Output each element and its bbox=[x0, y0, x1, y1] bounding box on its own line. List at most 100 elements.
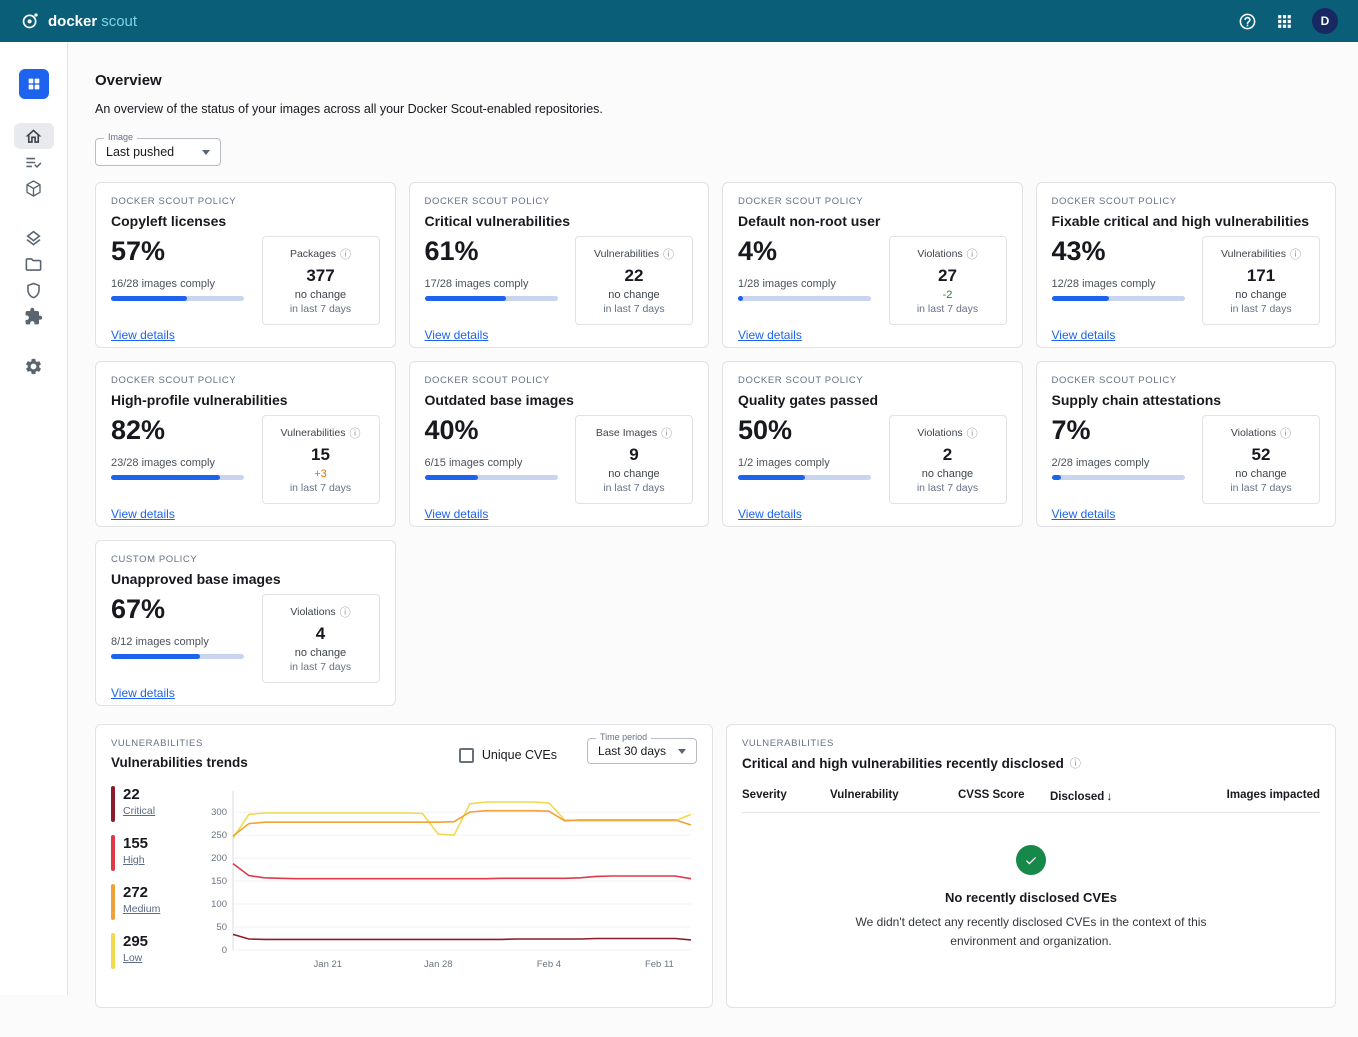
sidebar-item-layers[interactable] bbox=[14, 225, 54, 251]
sidebar-item-folder[interactable] bbox=[14, 251, 54, 277]
comply-text: 6/15 images comply bbox=[425, 457, 558, 469]
legend-item-low: 295 Low bbox=[111, 933, 187, 969]
time-period-select[interactable]: Time period Last 30 days bbox=[587, 738, 697, 764]
apps-grid-button[interactable] bbox=[1275, 12, 1294, 31]
bottom-panels: VULNERABILITIES Vulnerabilities trends U… bbox=[95, 724, 1336, 1008]
compliance-percent: 57% bbox=[111, 236, 244, 267]
stat-label: Vulnerabilities bbox=[1221, 248, 1286, 260]
info-icon[interactable]: ⓘ bbox=[663, 246, 674, 262]
col-images-impacted: Images impacted bbox=[1190, 789, 1320, 803]
stat-change: no change bbox=[269, 289, 373, 301]
col-disclosed[interactable]: Disclosed↓ bbox=[1050, 789, 1190, 803]
empty-state: No recently disclosed CVEs We didn't det… bbox=[742, 845, 1320, 950]
view-details-link[interactable]: View details bbox=[111, 507, 244, 521]
stat-value: 377 bbox=[269, 266, 373, 286]
stat-period: in last 7 days bbox=[896, 482, 1000, 494]
view-details-link[interactable]: View details bbox=[1052, 507, 1185, 521]
vulnerabilities-trends-panel: VULNERABILITIES Vulnerabilities trends U… bbox=[95, 724, 713, 1008]
info-icon[interactable]: ⓘ bbox=[349, 425, 360, 441]
sidebar-item-shield[interactable] bbox=[14, 277, 54, 303]
view-details-link[interactable]: View details bbox=[1052, 328, 1185, 342]
sidebar-item-puzzle[interactable] bbox=[14, 303, 54, 329]
stat-period: in last 7 days bbox=[269, 661, 373, 673]
scout-product-tile[interactable] bbox=[19, 69, 49, 99]
view-details-link[interactable]: View details bbox=[111, 686, 244, 700]
low-count: 295 bbox=[123, 933, 148, 950]
policy-cards-grid: DOCKER SCOUT POLICY Copyleft licenses 57… bbox=[95, 182, 1336, 706]
view-details-link[interactable]: View details bbox=[111, 328, 244, 342]
critical-link[interactable]: Critical bbox=[123, 805, 155, 817]
stat-change: no change bbox=[582, 289, 686, 301]
sidebar-item-gear[interactable] bbox=[14, 353, 54, 379]
stat-change: +3 bbox=[269, 468, 373, 480]
svg-text:300: 300 bbox=[211, 807, 227, 818]
view-details-link[interactable]: View details bbox=[425, 507, 558, 521]
disclosed-eyebrow: VULNERABILITIES bbox=[742, 738, 1320, 749]
info-icon[interactable]: ⓘ bbox=[1290, 246, 1301, 262]
time-period-label: Time period bbox=[596, 732, 651, 742]
help-button[interactable] bbox=[1238, 12, 1257, 31]
stat-box: Violations ⓘ 52 no change in last 7 days bbox=[1202, 415, 1320, 504]
high-count: 155 bbox=[123, 835, 148, 852]
policy-eyebrow: DOCKER SCOUT POLICY bbox=[1052, 196, 1321, 207]
recently-disclosed-panel: VULNERABILITIES Critical and high vulner… bbox=[726, 724, 1336, 1008]
progress-bar bbox=[111, 475, 244, 480]
svg-text:Jan 28: Jan 28 bbox=[424, 959, 453, 970]
main-content: Overview An overview of the status of yo… bbox=[68, 42, 1358, 1008]
policy-title: Unapproved base images bbox=[111, 571, 380, 587]
compliance-percent: 4% bbox=[738, 236, 871, 267]
stat-value: 4 bbox=[269, 624, 373, 644]
info-icon[interactable]: ⓘ bbox=[340, 246, 351, 262]
stat-box: Vulnerabilities ⓘ 22 no change in last 7… bbox=[575, 236, 693, 325]
stat-label: Vulnerabilities bbox=[281, 427, 346, 439]
trends-body: 22 Critical 155 High 2 bbox=[111, 786, 697, 974]
unique-cves-checkbox-row[interactable]: Unique CVEs bbox=[459, 748, 557, 763]
medium-link[interactable]: Medium bbox=[123, 903, 160, 915]
info-icon[interactable]: ⓘ bbox=[340, 604, 351, 620]
sidebar-item-home[interactable] bbox=[14, 123, 54, 149]
info-icon[interactable]: ⓘ bbox=[967, 425, 978, 441]
info-icon[interactable]: ⓘ bbox=[661, 425, 672, 441]
trends-panel-header: VULNERABILITIES Vulnerabilities trends U… bbox=[111, 738, 697, 772]
compliance-percent: 7% bbox=[1052, 415, 1185, 446]
stat-label: Violations bbox=[1231, 427, 1276, 439]
sidebar-item-cube[interactable] bbox=[14, 175, 54, 201]
sidebar bbox=[0, 42, 68, 995]
stat-value: 27 bbox=[896, 266, 1000, 286]
stat-box: Vulnerabilities ⓘ 15 +3 in last 7 days bbox=[262, 415, 380, 504]
sidebar-item-checklist[interactable] bbox=[14, 149, 54, 175]
policy-card: DOCKER SCOUT POLICY Supply chain attesta… bbox=[1036, 361, 1337, 527]
policy-card: DOCKER SCOUT POLICY Default non-root use… bbox=[722, 182, 1023, 348]
svg-text:0: 0 bbox=[222, 945, 227, 956]
progress-fill bbox=[425, 296, 506, 301]
high-color-bar bbox=[111, 835, 115, 871]
policy-card: DOCKER SCOUT POLICY Copyleft licenses 57… bbox=[95, 182, 396, 348]
info-icon[interactable]: ⓘ bbox=[967, 246, 978, 262]
stat-label: Violations bbox=[917, 427, 962, 439]
product-name-docker: docker bbox=[48, 13, 97, 30]
avatar[interactable]: D bbox=[1312, 8, 1338, 34]
info-icon[interactable]: ⓘ bbox=[1070, 755, 1081, 771]
empty-state-title: No recently disclosed CVEs bbox=[945, 890, 1117, 905]
view-details-link[interactable]: View details bbox=[738, 328, 871, 342]
view-details-link[interactable]: View details bbox=[425, 328, 558, 342]
low-link[interactable]: Low bbox=[123, 952, 148, 964]
stat-value: 15 bbox=[269, 445, 373, 465]
policy-title: Quality gates passed bbox=[738, 392, 1007, 408]
view-details-link[interactable]: View details bbox=[738, 507, 871, 521]
svg-text:Feb 11: Feb 11 bbox=[645, 959, 674, 970]
progress-fill bbox=[1052, 296, 1109, 301]
policy-title: Fixable critical and high vulnerabilitie… bbox=[1052, 213, 1321, 229]
policy-card: DOCKER SCOUT POLICY Quality gates passed… bbox=[722, 361, 1023, 527]
info-icon[interactable]: ⓘ bbox=[1280, 425, 1291, 441]
stat-box: Violations ⓘ 4 no change in last 7 days bbox=[262, 594, 380, 683]
unique-cves-checkbox[interactable] bbox=[459, 748, 474, 763]
col-disclosed-label: Disclosed bbox=[1050, 791, 1104, 803]
policy-eyebrow: DOCKER SCOUT POLICY bbox=[738, 196, 1007, 207]
policy-eyebrow: DOCKER SCOUT POLICY bbox=[425, 375, 694, 386]
image-filter-select[interactable]: Image Last pushed bbox=[95, 138, 221, 166]
legend-item-critical: 22 Critical bbox=[111, 786, 187, 822]
high-link[interactable]: High bbox=[123, 854, 148, 866]
